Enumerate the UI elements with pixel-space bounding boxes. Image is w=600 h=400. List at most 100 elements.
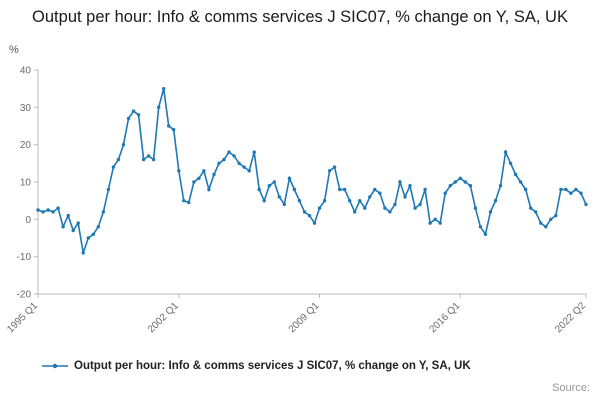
data-point — [368, 195, 372, 199]
y-tick-label: 0 — [25, 215, 31, 226]
data-point — [518, 180, 523, 184]
chart-title: Output per hour: Info & comms services J… — [32, 8, 568, 26]
data-point — [51, 210, 55, 214]
data-point — [483, 232, 488, 236]
data-point — [393, 202, 397, 207]
data-point — [529, 206, 533, 210]
data-point — [322, 199, 327, 203]
data-point — [217, 161, 221, 165]
y-tick-label: -20 — [17, 290, 32, 301]
data-point — [86, 236, 91, 240]
data-point — [157, 105, 161, 109]
data-point — [513, 172, 518, 177]
data-point — [187, 200, 191, 205]
data-point — [202, 169, 206, 173]
data-point — [212, 172, 216, 177]
data-point — [162, 87, 166, 91]
data-point — [252, 150, 256, 154]
data-point — [121, 143, 126, 147]
data-point — [338, 187, 342, 192]
data-point — [262, 199, 266, 203]
data-point — [36, 208, 40, 212]
data-point — [307, 213, 312, 218]
data-point — [41, 210, 45, 214]
x-tick-label: 2009 Q1 — [287, 300, 322, 335]
data-point — [312, 221, 317, 225]
data-point — [403, 195, 407, 199]
data-point — [348, 199, 352, 203]
data-point — [569, 191, 573, 195]
legend-label: Output per hour: Info & comms services J… — [74, 360, 471, 372]
data-point — [232, 154, 236, 158]
data-point — [549, 217, 553, 221]
data-point — [373, 187, 377, 192]
y-tick-label: 40 — [20, 66, 32, 77]
legend-line-marker — [42, 363, 68, 369]
x-tick-label: 2002 Q1 — [146, 300, 181, 335]
data-point — [227, 150, 231, 154]
data-point — [443, 191, 447, 195]
data-point — [272, 180, 276, 184]
data-point — [332, 165, 337, 169]
data-point — [327, 169, 332, 173]
y-tick-label: 20 — [20, 140, 32, 151]
data-point — [81, 251, 85, 255]
data-point — [141, 157, 146, 162]
x-tick-label: 2016 Q1 — [428, 300, 463, 335]
data-point — [468, 184, 473, 188]
data-point — [539, 221, 543, 225]
legend: Output per hour: Info & comms services J… — [42, 360, 471, 372]
data-point — [493, 199, 498, 203]
data-point — [534, 210, 538, 214]
data-point — [559, 187, 563, 192]
data-point — [448, 184, 452, 188]
data-point — [544, 225, 548, 229]
data-point — [267, 184, 271, 188]
data-point — [182, 199, 186, 203]
data-point — [473, 206, 478, 210]
data-point — [61, 225, 65, 229]
data-point — [428, 221, 432, 225]
data-point — [237, 161, 241, 165]
data-point — [579, 191, 583, 195]
x-tick-label: 1995 Q1 — [5, 300, 40, 335]
data-point — [498, 184, 503, 188]
data-point — [66, 213, 70, 218]
data-point — [282, 202, 286, 207]
data-point — [524, 187, 528, 192]
data-point — [358, 199, 362, 203]
data-point — [554, 213, 558, 218]
data-point — [136, 113, 141, 117]
data-point — [257, 187, 261, 192]
data-point — [76, 221, 80, 225]
data-point — [564, 187, 568, 192]
data-point — [111, 165, 116, 169]
data-point — [126, 116, 131, 121]
data-point — [242, 165, 246, 169]
data-point — [91, 232, 96, 236]
y-tick-label: 10 — [20, 178, 32, 189]
data-point — [408, 184, 412, 188]
data-point — [192, 180, 196, 184]
data-point — [96, 225, 101, 229]
data-point — [302, 210, 307, 214]
data-point — [197, 176, 201, 180]
data-line — [37, 88, 587, 254]
data-point — [46, 208, 50, 212]
data-point — [378, 191, 382, 195]
data-point — [172, 128, 176, 132]
data-point — [71, 228, 75, 233]
data-point — [388, 210, 392, 214]
data-point — [292, 187, 297, 192]
data-point — [343, 187, 347, 192]
data-point — [131, 109, 136, 113]
data-point — [56, 206, 60, 210]
source-label: Source: — [552, 382, 590, 394]
data-point — [478, 225, 483, 229]
data-point — [116, 157, 121, 162]
y-axis-unit-label: % — [9, 44, 19, 56]
data-point — [413, 206, 417, 210]
data-point — [151, 157, 156, 162]
data-point — [423, 187, 427, 192]
data-point — [106, 187, 111, 192]
